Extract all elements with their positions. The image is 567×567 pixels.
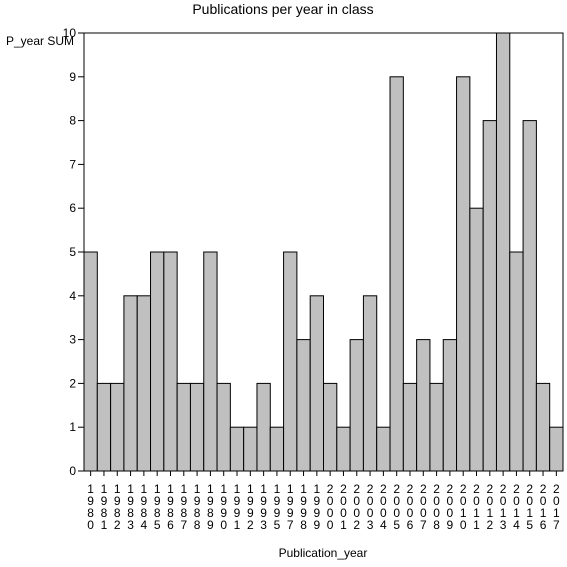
bar xyxy=(136,295,152,472)
bar xyxy=(442,339,458,472)
chart-title: Publications per year in class xyxy=(192,1,373,17)
bar xyxy=(163,251,178,472)
y-tick-label: 5 xyxy=(69,245,76,259)
y-axis: 0 1 2 3 4 5 6 7 8 9 10 xyxy=(63,26,84,478)
bar xyxy=(323,382,338,472)
y-tick-label: 1 xyxy=(69,420,76,434)
bar xyxy=(402,382,418,472)
bar xyxy=(535,382,551,472)
bar xyxy=(83,251,98,472)
bar xyxy=(110,382,125,472)
bar xyxy=(296,339,311,472)
bar xyxy=(203,251,218,472)
bar xyxy=(482,120,497,472)
bar xyxy=(549,426,564,472)
bar xyxy=(429,382,444,472)
bar xyxy=(509,251,524,472)
bar xyxy=(376,426,391,472)
bar xyxy=(362,295,378,472)
y-tick-label: 7 xyxy=(69,157,76,171)
plot-frame xyxy=(83,32,564,472)
y-tick-label: 6 xyxy=(69,201,76,215)
bar xyxy=(96,382,112,472)
y-tick-label: 10 xyxy=(63,26,77,40)
y-tick-label: 3 xyxy=(69,333,76,347)
y-tick-label: 9 xyxy=(69,70,76,84)
bars-group xyxy=(83,32,564,472)
y-tick-label: 8 xyxy=(69,114,76,128)
bar xyxy=(309,295,325,472)
bar xyxy=(456,76,471,472)
bar xyxy=(349,339,364,472)
bar xyxy=(150,251,165,472)
bar xyxy=(522,120,537,472)
bar xyxy=(469,207,484,472)
x-axis-label: Publication_year xyxy=(279,546,368,560)
y-tick-label: 0 xyxy=(69,464,76,478)
bar xyxy=(229,426,245,472)
x-axis: 1 9 8 0 1 9 8 1 1 9 8 2 1 9 8 3 1 9 8 4 1 9 8 5 1 9 8 6 1 9 8 7 1 9 8 8 1 9 8 9… xyxy=(87,471,560,532)
y-tick-label: 2 xyxy=(69,376,76,390)
bar xyxy=(189,382,205,472)
bar xyxy=(269,426,285,472)
bar xyxy=(256,382,271,472)
bar xyxy=(283,251,298,472)
y-axis-label: P_year SUM xyxy=(6,34,74,48)
bar xyxy=(216,382,231,472)
bar xyxy=(123,295,138,472)
bar xyxy=(389,76,404,472)
y-tick-label: 4 xyxy=(69,289,76,303)
bar xyxy=(416,339,431,472)
bar xyxy=(336,426,351,472)
bar xyxy=(243,426,258,472)
bar xyxy=(176,382,191,472)
bar xyxy=(495,32,511,472)
